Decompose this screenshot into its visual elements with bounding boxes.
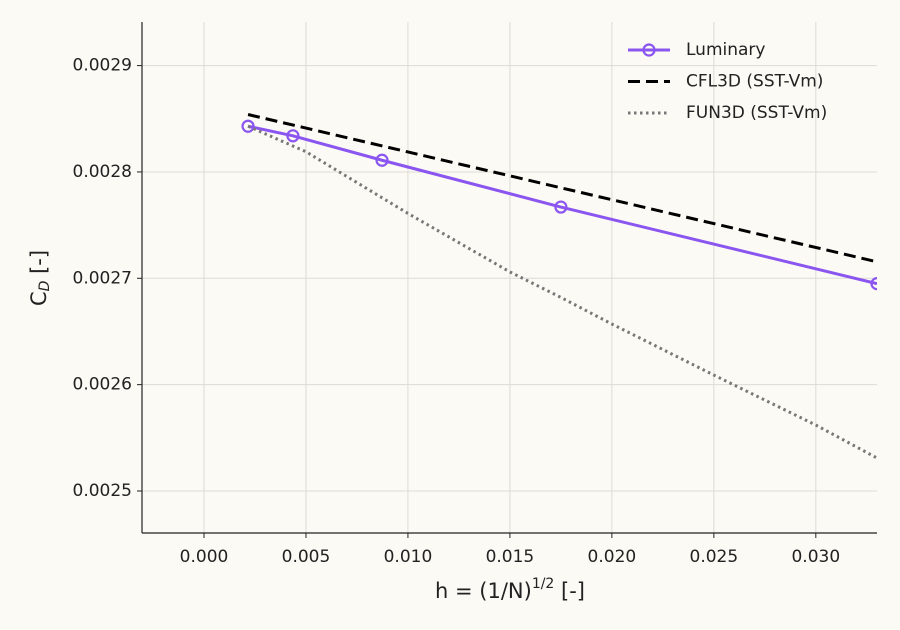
data-point bbox=[870, 277, 877, 291]
x-tick-label: 0.000 bbox=[180, 547, 229, 567]
legend-label: Luminary bbox=[686, 40, 765, 60]
x-label-main: h = (1/N) bbox=[435, 579, 532, 603]
legend-label: CFL3D (SST-Vm) bbox=[686, 72, 823, 92]
plot-area bbox=[241, 113, 877, 460]
x-axis-label: h = (1/N)1/2 [-] bbox=[435, 576, 585, 603]
x-tick-label: 0.010 bbox=[384, 547, 433, 567]
data-point bbox=[554, 200, 568, 214]
x-label-rest: [-] bbox=[554, 579, 585, 603]
series-line bbox=[247, 124, 877, 460]
data-point bbox=[375, 153, 389, 167]
data-point bbox=[241, 119, 255, 133]
x-tick-label: 0.030 bbox=[791, 547, 840, 567]
x-tick-label: 0.025 bbox=[690, 547, 739, 567]
y-tick-label: 0.0029 bbox=[73, 56, 132, 76]
x-label-sup: 1/2 bbox=[532, 576, 555, 592]
legend-label: FUN3D (SST-Vm) bbox=[686, 103, 827, 123]
series-line bbox=[247, 124, 877, 286]
y-tick-label: 0.0026 bbox=[73, 375, 132, 395]
y-tick-label: 0.0027 bbox=[73, 268, 132, 288]
legend: Luminary CFL3D (SST-Vm) FUN3D (SST-Vm) bbox=[628, 40, 827, 123]
y-label-sub: D bbox=[37, 280, 53, 291]
data-point bbox=[286, 129, 300, 143]
y-axis-label: CD [-] bbox=[27, 250, 53, 306]
y-tick-label: 0.0025 bbox=[73, 481, 132, 501]
y-label-rest: [-] bbox=[27, 250, 51, 281]
legend-marker bbox=[642, 43, 656, 57]
y-tick-label: 0.0028 bbox=[73, 162, 132, 182]
grid bbox=[142, 22, 877, 533]
y-label-main: C bbox=[27, 291, 51, 306]
x-tick-label: 0.005 bbox=[282, 547, 331, 567]
x-tick-label: 0.020 bbox=[588, 547, 637, 567]
x-tick-label: 0.015 bbox=[486, 547, 535, 567]
